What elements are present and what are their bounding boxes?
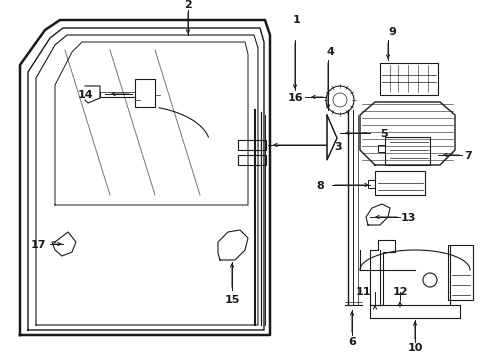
Text: 15: 15 bbox=[224, 295, 240, 305]
Text: 3: 3 bbox=[334, 142, 342, 152]
Text: 14: 14 bbox=[77, 90, 93, 100]
Bar bbox=[135, 79, 155, 107]
Polygon shape bbox=[360, 102, 455, 165]
Text: 11: 11 bbox=[355, 287, 371, 297]
Bar bbox=[238, 155, 266, 165]
Bar bbox=[375, 171, 425, 195]
Bar bbox=[380, 63, 438, 95]
Text: 7: 7 bbox=[464, 151, 472, 161]
Text: 9: 9 bbox=[388, 27, 396, 37]
Text: 2: 2 bbox=[184, 0, 192, 10]
Text: 10: 10 bbox=[407, 343, 423, 353]
Text: 16: 16 bbox=[287, 93, 303, 103]
Text: 12: 12 bbox=[392, 287, 408, 297]
Text: 5: 5 bbox=[380, 129, 388, 139]
Polygon shape bbox=[327, 115, 337, 160]
Text: 17: 17 bbox=[30, 240, 46, 250]
Text: 13: 13 bbox=[400, 213, 416, 223]
Text: 6: 6 bbox=[348, 337, 356, 347]
Bar bbox=[385, 137, 430, 165]
Text: 1: 1 bbox=[293, 15, 301, 25]
Polygon shape bbox=[20, 20, 270, 335]
Text: 4: 4 bbox=[326, 47, 334, 57]
Bar bbox=[448, 245, 473, 300]
Text: 8: 8 bbox=[316, 181, 324, 191]
Bar bbox=[238, 140, 266, 150]
